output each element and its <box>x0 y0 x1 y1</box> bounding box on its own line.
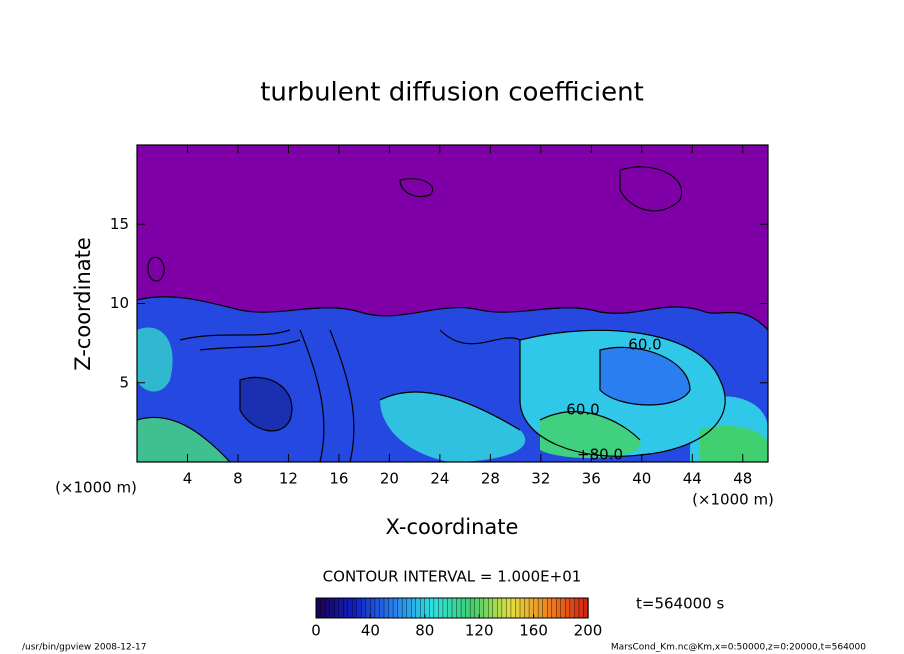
colorbar-cell <box>574 597 580 619</box>
colorbar-tick-label: 40 <box>361 622 380 640</box>
colorbar-cell <box>320 597 326 619</box>
colorbar-cell <box>401 597 408 619</box>
colorbar-cell <box>429 597 435 619</box>
colorbar-cell <box>515 597 521 619</box>
colorbar-cell <box>537 597 544 619</box>
chart-title: turbulent diffusion coefficient <box>260 78 644 108</box>
x-tick-label: 20 <box>380 470 399 488</box>
colorbar-cell <box>411 597 417 619</box>
x-tick-label: 36 <box>582 470 601 488</box>
colorbar-cell <box>333 597 340 619</box>
colorbar-cell <box>533 597 539 619</box>
footer-right: MarsCond_Km.nc@Km,x=0:50000,z=0:20000,t=… <box>611 643 866 653</box>
colorbar-cell <box>397 597 403 619</box>
colorbar-cell <box>388 597 394 619</box>
colorbar-cell <box>347 597 353 619</box>
colorbar-cell <box>488 597 494 619</box>
colorbar-tick-label: 0 <box>311 622 321 640</box>
colorbar-cell <box>497 597 503 619</box>
colorbar-cell <box>524 597 530 619</box>
x-tick-label: 4 <box>183 470 193 488</box>
colorbar-cell <box>374 597 381 619</box>
x-unit-right: (×1000 m) <box>692 491 774 509</box>
colorbar-cell <box>510 597 517 619</box>
colorbar-cell <box>565 597 571 619</box>
colorbar-cell <box>361 597 367 619</box>
x-tick-label: 24 <box>430 470 449 488</box>
colorbar-cell <box>479 597 485 619</box>
colorbar-cell <box>392 597 399 619</box>
colorbar-tick-label: 160 <box>519 622 548 640</box>
x-tick-label: 28 <box>481 470 500 488</box>
x-tick-label: 32 <box>531 470 550 488</box>
colorbar-cell <box>383 597 390 619</box>
colorbar-cell <box>560 597 567 619</box>
colorbar-cell <box>556 597 562 619</box>
colorbar-cell <box>406 597 412 619</box>
colorbar-cell <box>542 597 548 619</box>
colorbar-cell <box>465 597 471 619</box>
colorbar-cell <box>519 597 526 619</box>
contour-label: 60.0 <box>628 336 661 354</box>
colorbar-cell <box>379 597 385 619</box>
x-tick-label: 44 <box>683 470 702 488</box>
x-tick-label: 48 <box>733 470 752 488</box>
colorbar-tick-label: 120 <box>465 622 494 640</box>
contour-label: +80.0 <box>577 446 623 464</box>
footer-left: /usr/bin/gpview 2008-12-17 <box>22 643 146 653</box>
x-tick-label: 8 <box>233 470 243 488</box>
colorbar-cell <box>451 597 458 619</box>
y-tick-label: 15 <box>110 215 129 233</box>
colorbar-cell <box>433 597 440 619</box>
y-axis-title: Z-coordinate <box>71 237 95 371</box>
contour-interval: CONTOUR INTERVAL = 1.000E+01 <box>323 568 582 586</box>
x-tick-label: 40 <box>632 470 651 488</box>
colorbar-cell <box>352 597 358 619</box>
colorbar-cell <box>501 597 508 619</box>
time-label: t=564000 s <box>636 595 724 613</box>
contour-field <box>137 145 768 462</box>
contour-label: 60.0 <box>566 401 599 419</box>
colorbar-cell <box>338 597 344 619</box>
colorbar-cell <box>483 597 489 619</box>
colorbar-cell <box>492 597 499 619</box>
colorbar-cell <box>424 597 431 619</box>
colorbar-tick-label: 200 <box>574 622 603 640</box>
colorbar-cell <box>438 597 444 619</box>
colorbar-cell <box>343 597 349 619</box>
colorbar-cell <box>447 597 453 619</box>
colorbar-cell <box>506 597 512 619</box>
colorbar-cell <box>415 597 421 619</box>
colorbar-cell <box>329 597 335 619</box>
x-unit-left: (×1000 m) <box>55 479 137 497</box>
colorbar-cell <box>370 597 376 619</box>
colorbar-cell <box>469 597 476 619</box>
colorbar-cell <box>356 597 363 619</box>
colorbar-tick-label: 80 <box>415 622 434 640</box>
colorbar-cell <box>547 597 553 619</box>
colorbar-frame <box>315 597 589 619</box>
colorbar-cell <box>324 597 331 619</box>
y-tick-label: 10 <box>110 294 129 312</box>
colorbar-cell <box>456 597 462 619</box>
x-tick-label: 16 <box>329 470 348 488</box>
colorbar-cell <box>578 597 585 619</box>
colorbar-cell <box>442 597 449 619</box>
colorbar-cell <box>569 597 576 619</box>
y-tick-label: 5 <box>119 373 129 391</box>
colorbar-cell <box>551 597 557 619</box>
colorbar-cell <box>460 597 467 619</box>
colorbar-cell <box>315 597 322 619</box>
x-tick-label: 12 <box>279 470 298 488</box>
x-axis-title: X-coordinate <box>386 515 519 539</box>
